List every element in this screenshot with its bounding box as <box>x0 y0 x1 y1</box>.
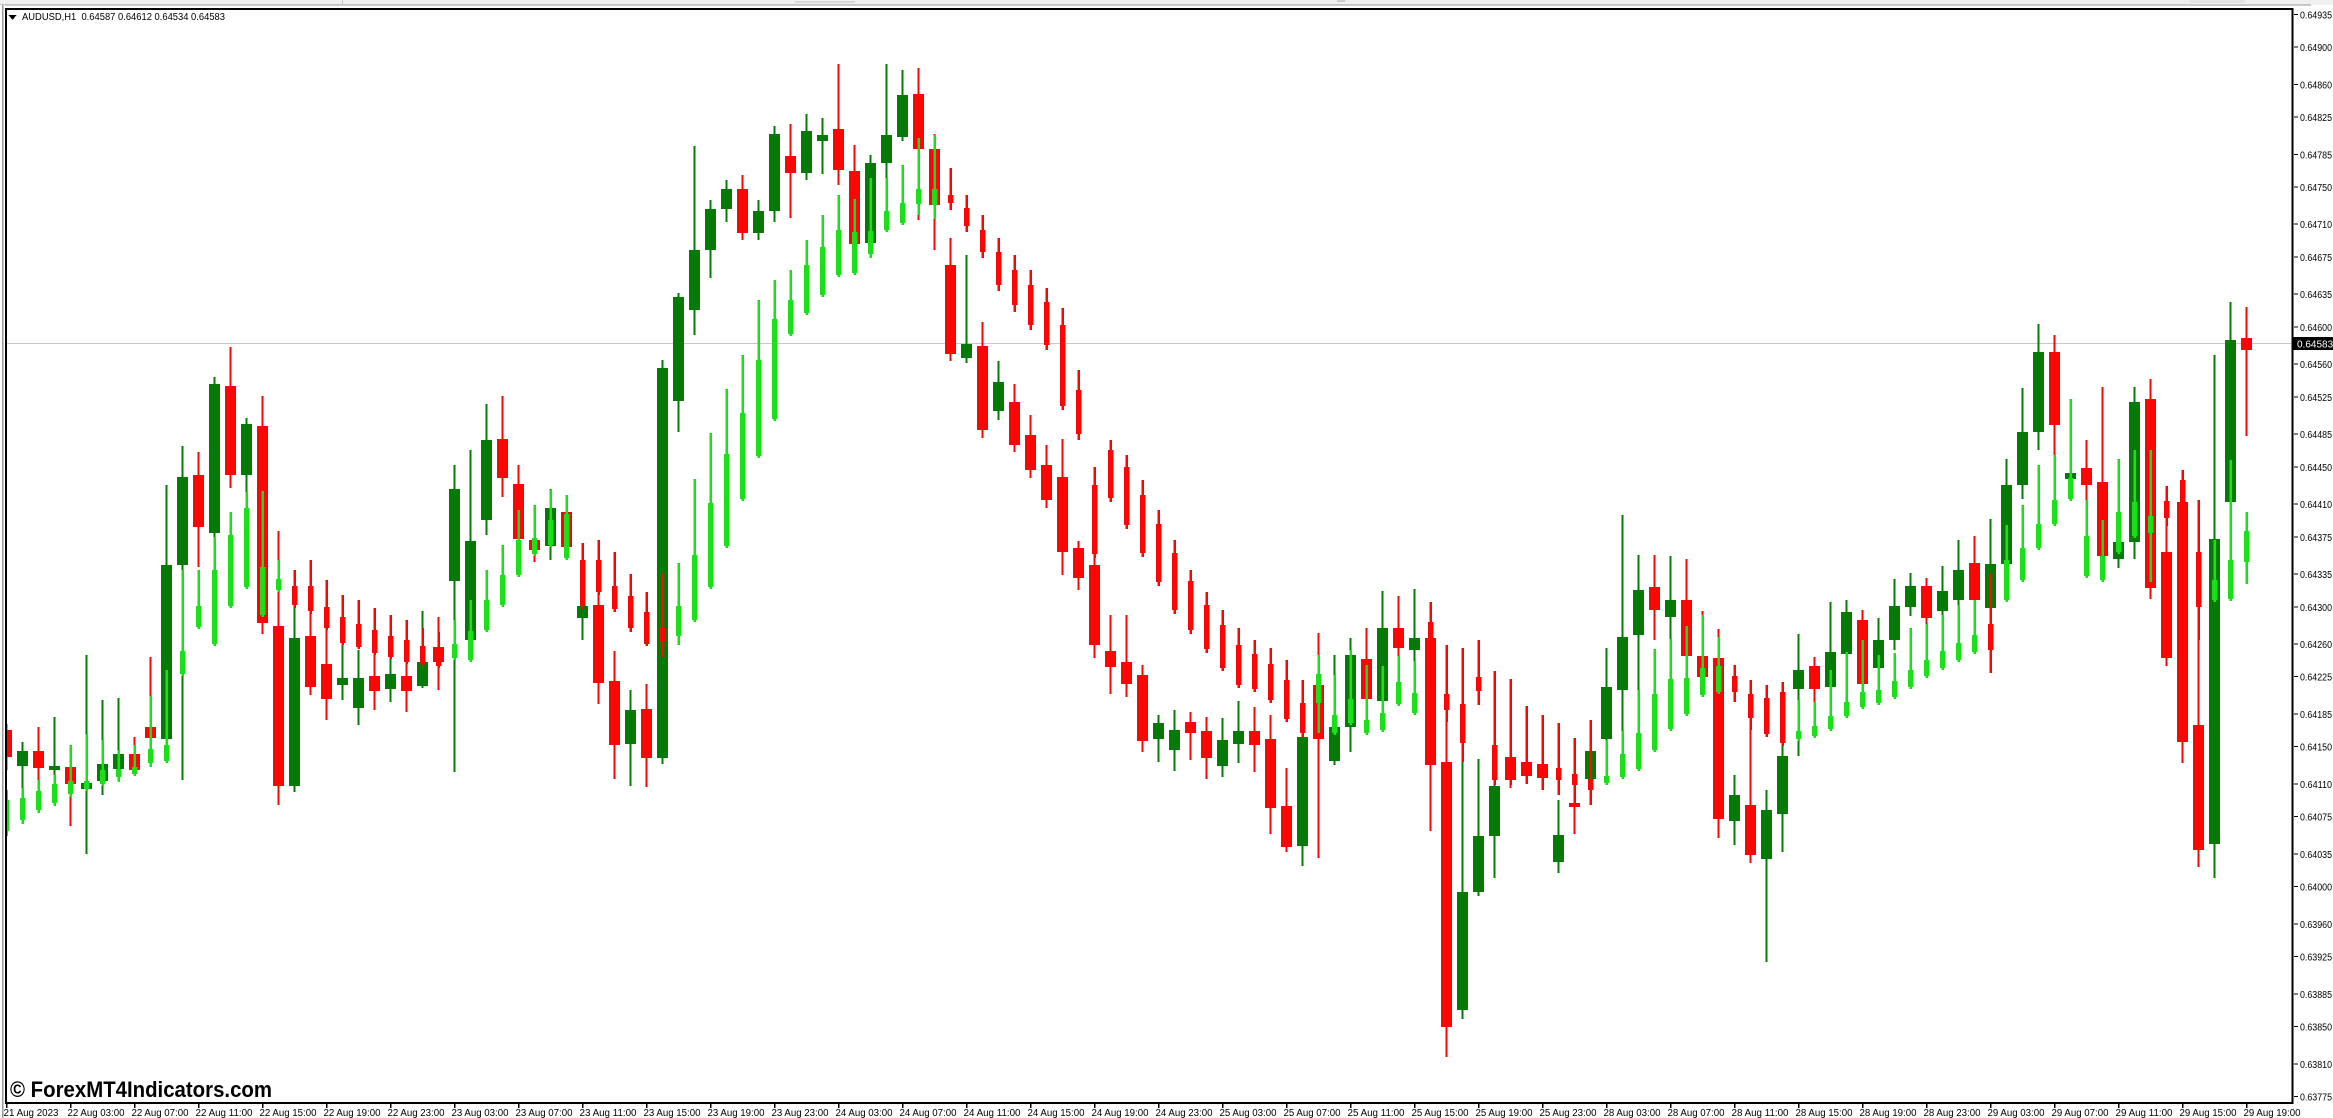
svg-text:22 Aug 19:00: 22 Aug 19:00 <box>324 1108 381 1118</box>
svg-text:28 Aug 07:00: 28 Aug 07:00 <box>1668 1108 1725 1118</box>
svg-text:23 Aug 15:00: 23 Aug 15:00 <box>644 1108 701 1118</box>
svg-text:0.64035: 0.64035 <box>2300 850 2332 861</box>
svg-text:0.64150: 0.64150 <box>2300 743 2332 754</box>
svg-text:0.64525: 0.64525 <box>2300 393 2332 404</box>
svg-text:0.63885: 0.63885 <box>2300 990 2332 1001</box>
svg-text:25 Aug 07:00: 25 Aug 07:00 <box>1284 1108 1341 1118</box>
svg-text:23 Aug 03:00: 23 Aug 03:00 <box>452 1108 509 1118</box>
svg-text:25 Aug 03:00: 25 Aug 03:00 <box>1220 1108 1277 1118</box>
svg-text:28 Aug 11:00: 28 Aug 11:00 <box>1732 1108 1789 1118</box>
svg-text:0.64260: 0.64260 <box>2300 640 2332 651</box>
svg-text:© ForexMT4Indicators.com: © ForexMT4Indicators.com <box>10 1077 272 1102</box>
svg-text:25 Aug 15:00: 25 Aug 15:00 <box>1412 1108 1469 1118</box>
svg-text:22 Aug 23:00: 22 Aug 23:00 <box>388 1108 445 1118</box>
svg-text:29 Aug 11:00: 29 Aug 11:00 <box>2116 1108 2173 1118</box>
svg-text:23 Aug 07:00: 23 Aug 07:00 <box>516 1108 573 1118</box>
svg-text:0.64935: 0.64935 <box>2300 10 2332 21</box>
svg-text:0.64000: 0.64000 <box>2300 883 2332 894</box>
svg-text:29 Aug 03:00: 29 Aug 03:00 <box>1988 1108 2045 1118</box>
svg-text:25 Aug 19:00: 25 Aug 19:00 <box>1476 1108 1533 1118</box>
svg-text:29 Aug 15:00: 29 Aug 15:00 <box>2180 1108 2237 1118</box>
svg-text:0.64750: 0.64750 <box>2300 183 2332 194</box>
svg-text:24 Aug 03:00: 24 Aug 03:00 <box>836 1108 893 1118</box>
svg-text:29 Aug 07:00: 29 Aug 07:00 <box>2052 1108 2109 1118</box>
svg-text:0.64375: 0.64375 <box>2300 533 2332 544</box>
svg-text:0.64110: 0.64110 <box>2300 780 2332 791</box>
svg-text:23 Aug 19:00: 23 Aug 19:00 <box>708 1108 765 1118</box>
svg-text:28 Aug 03:00: 28 Aug 03:00 <box>1604 1108 1661 1118</box>
svg-text:28 Aug 19:00: 28 Aug 19:00 <box>1860 1108 1917 1118</box>
svg-text:0.64300: 0.64300 <box>2300 603 2332 614</box>
svg-text:28 Aug 15:00: 28 Aug 15:00 <box>1796 1108 1853 1118</box>
svg-text:0.64410: 0.64410 <box>2300 500 2332 511</box>
svg-text:0.64825: 0.64825 <box>2300 113 2332 124</box>
svg-text:0.64225: 0.64225 <box>2300 673 2332 684</box>
svg-text:22 Aug 07:00: 22 Aug 07:00 <box>132 1108 189 1118</box>
svg-text:24 Aug 23:00: 24 Aug 23:00 <box>1156 1108 1213 1118</box>
svg-text:22 Aug 03:00: 22 Aug 03:00 <box>68 1108 125 1118</box>
svg-text:0.64860: 0.64860 <box>2300 80 2332 91</box>
svg-text:0.64185: 0.64185 <box>2300 710 2332 721</box>
svg-text:0.64675: 0.64675 <box>2300 253 2332 264</box>
svg-text:24 Aug 11:00: 24 Aug 11:00 <box>964 1108 1021 1118</box>
svg-text:0.64560: 0.64560 <box>2300 360 2332 371</box>
svg-text:24 Aug 07:00: 24 Aug 07:00 <box>900 1108 957 1118</box>
svg-text:0.64075: 0.64075 <box>2300 813 2332 824</box>
svg-text:29 Aug 19:00: 29 Aug 19:00 <box>2244 1108 2301 1118</box>
svg-text:0.63925: 0.63925 <box>2300 953 2332 964</box>
svg-text:AUDUSD,H1 0.64587 0.64612 0.6: AUDUSD,H1 0.64587 0.64612 0.64534 0.6458… <box>22 12 225 23</box>
svg-text:23 Aug 23:00: 23 Aug 23:00 <box>772 1108 829 1118</box>
svg-text:0.64485: 0.64485 <box>2300 430 2332 441</box>
svg-text:25 Aug 23:00: 25 Aug 23:00 <box>1540 1108 1597 1118</box>
svg-text:0.64583: 0.64583 <box>2297 340 2333 351</box>
svg-text:22 Aug 11:00: 22 Aug 11:00 <box>196 1108 253 1118</box>
svg-text:0.64450: 0.64450 <box>2300 463 2332 474</box>
svg-text:0.64710: 0.64710 <box>2300 220 2332 231</box>
svg-text:22 Aug 15:00: 22 Aug 15:00 <box>260 1108 317 1118</box>
svg-text:0.63775: 0.63775 <box>2300 1093 2332 1104</box>
svg-text:0.63850: 0.63850 <box>2300 1023 2332 1034</box>
svg-text:0.63960: 0.63960 <box>2300 920 2332 931</box>
svg-text:25 Aug 11:00: 25 Aug 11:00 <box>1348 1108 1405 1118</box>
svg-text:24 Aug 19:00: 24 Aug 19:00 <box>1092 1108 1149 1118</box>
svg-text:21 Aug 2023: 21 Aug 2023 <box>4 1108 59 1118</box>
svg-text:0.64600: 0.64600 <box>2300 323 2332 334</box>
svg-text:0.64785: 0.64785 <box>2300 150 2332 161</box>
svg-text:28 Aug 23:00: 28 Aug 23:00 <box>1924 1108 1981 1118</box>
svg-text:0.64635: 0.64635 <box>2300 290 2332 301</box>
svg-text:0.64900: 0.64900 <box>2300 43 2332 54</box>
svg-text:24 Aug 15:00: 24 Aug 15:00 <box>1028 1108 1085 1118</box>
svg-text:0.63810: 0.63810 <box>2300 1060 2332 1071</box>
svg-text:23 Aug 11:00: 23 Aug 11:00 <box>580 1108 637 1118</box>
svg-text:0.64335: 0.64335 <box>2300 570 2332 581</box>
